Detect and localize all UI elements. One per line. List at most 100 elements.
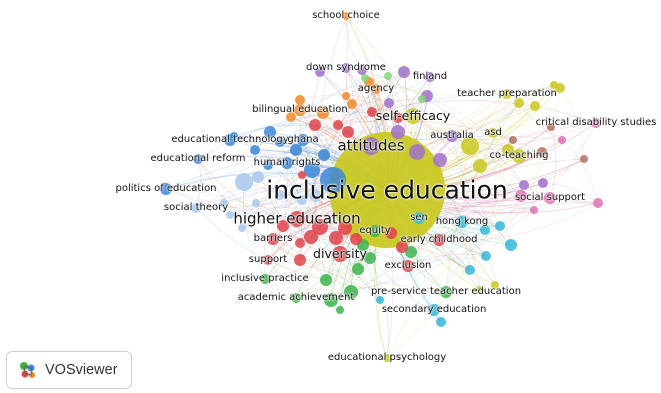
critical-disability-studies-node[interactable] <box>591 118 601 128</box>
unlabeled-term-node[interactable] <box>352 263 364 275</box>
unlabeled-term-node[interactable] <box>593 198 603 208</box>
exclusion-node[interactable] <box>402 260 414 272</box>
term-label-diversity[interactable]: diversity <box>313 245 367 261</box>
unlabeled-term-node[interactable] <box>580 155 588 163</box>
pre-service-teacher-education-node[interactable] <box>440 286 452 298</box>
human-rights-node[interactable] <box>281 157 293 169</box>
unlabeled-term-node[interactable] <box>495 221 505 231</box>
term-label-equity[interactable]: equity <box>359 225 391 236</box>
unlabeled-term-node[interactable] <box>320 274 332 286</box>
secondary-education-node[interactable] <box>428 304 440 316</box>
unlabeled-term-node[interactable] <box>342 126 354 138</box>
unlabeled-term-node[interactable] <box>558 136 566 144</box>
unlabeled-term-node[interactable] <box>396 241 408 253</box>
unlabeled-term-node[interactable] <box>238 224 246 232</box>
unlabeled-term-node[interactable] <box>502 144 514 156</box>
unlabeled-term-node[interactable] <box>347 99 357 109</box>
unlabeled-term-node[interactable] <box>491 281 499 289</box>
asd-node[interactable] <box>488 128 498 138</box>
unlabeled-term-node[interactable] <box>405 246 417 258</box>
unlabeled-term-node[interactable] <box>505 239 517 251</box>
early-childhood-node[interactable] <box>433 234 445 246</box>
unlabeled-term-node[interactable] <box>418 95 426 103</box>
support-node[interactable] <box>263 255 273 265</box>
unlabeled-term-node[interactable] <box>286 112 296 122</box>
term-label-educational-psychology[interactable]: educational psychology <box>327 352 447 363</box>
unlabeled-term-node[interactable] <box>250 145 260 155</box>
unlabeled-term-node[interactable] <box>263 160 273 170</box>
ghana-node[interactable] <box>297 134 309 146</box>
higher-education-node[interactable] <box>289 211 305 227</box>
unlabeled-term-node[interactable] <box>476 286 484 294</box>
term-label-social-theory[interactable]: social theory <box>163 202 229 213</box>
politics-of-education-node[interactable] <box>160 183 172 195</box>
unlabeled-term-node[interactable] <box>264 126 276 138</box>
term-label-agency[interactable]: agency <box>357 83 395 94</box>
unlabeled-term-node[interactable] <box>338 221 352 235</box>
unlabeled-term-node[interactable] <box>344 285 358 299</box>
unlabeled-term-node[interactable] <box>275 190 285 200</box>
unlabeled-term-node[interactable] <box>309 119 321 131</box>
unlabeled-term-node[interactable] <box>515 190 527 202</box>
term-label-educational-technology[interactable]: educational technology <box>171 134 289 145</box>
term-label-teacher-preparation[interactable]: teacher preparation <box>457 88 557 99</box>
australia-node[interactable] <box>446 130 458 142</box>
term-label-australia[interactable]: australia <box>430 130 474 141</box>
term-label-ghana[interactable]: ghana <box>287 134 319 145</box>
unlabeled-term-node[interactable] <box>226 211 234 219</box>
unlabeled-term-node[interactable] <box>317 107 329 119</box>
unlabeled-term-node[interactable] <box>252 199 260 207</box>
unlabeled-term-node[interactable] <box>329 231 343 245</box>
unlabeled-term-node[interactable] <box>481 251 491 261</box>
term-label-social-support[interactable]: social support <box>514 192 586 203</box>
term-label-critical-disability-studies[interactable]: critical disability studies <box>535 117 657 128</box>
unlabeled-term-node[interactable] <box>235 173 253 191</box>
unlabeled-term-node[interactable] <box>514 98 524 108</box>
unlabeled-term-node[interactable] <box>384 72 392 80</box>
unlabeled-term-node[interactable] <box>275 137 285 147</box>
unlabeled-term-node[interactable] <box>290 144 302 156</box>
unlabeled-term-node[interactable] <box>324 293 338 307</box>
unlabeled-term-node[interactable] <box>391 125 405 139</box>
unlabeled-term-node[interactable] <box>310 190 322 202</box>
unlabeled-term-node[interactable] <box>436 317 446 327</box>
term-label-co-teaching[interactable]: co-teaching <box>489 150 549 161</box>
barriers-node[interactable] <box>267 233 279 245</box>
academic-achievement-node[interactable] <box>291 293 301 303</box>
term-label-higher-education[interactable]: higher education <box>233 209 361 228</box>
teacher-preparation-node[interactable] <box>502 89 512 99</box>
unlabeled-term-node[interactable] <box>295 95 305 105</box>
term-label-support[interactable]: support <box>248 254 288 265</box>
unlabeled-term-node[interactable] <box>350 233 362 245</box>
unlabeled-term-node[interactable] <box>318 149 330 161</box>
term-label-attitudes[interactable]: attitudes <box>337 136 405 155</box>
bilingual-education-node[interactable] <box>294 104 306 116</box>
unlabeled-term-node[interactable] <box>530 101 540 111</box>
term-label-early-childhood[interactable]: early childhood <box>400 234 478 245</box>
unlabeled-term-node[interactable] <box>473 159 487 173</box>
term-label-educational-reform[interactable]: educational reform <box>150 153 246 164</box>
unlabeled-term-node[interactable] <box>433 153 447 167</box>
down-syndrome-node[interactable] <box>341 63 351 73</box>
unlabeled-term-node[interactable] <box>519 180 529 190</box>
term-label-sen[interactable]: sen <box>410 212 428 223</box>
unlabeled-term-node[interactable] <box>315 67 325 77</box>
unlabeled-term-node[interactable] <box>357 65 367 75</box>
agency-node[interactable] <box>371 84 381 94</box>
unlabeled-term-node[interactable] <box>509 136 517 144</box>
term-label-pre-service-teacher-education[interactable]: pre-service teacher education <box>370 286 522 297</box>
unlabeled-term-node[interactable] <box>530 206 538 214</box>
term-label-finland[interactable]: finland <box>412 71 448 82</box>
unlabeled-term-node[interactable] <box>364 252 376 264</box>
unlabeled-term-node[interactable] <box>298 171 306 179</box>
unlabeled-term-node[interactable] <box>465 265 475 275</box>
unlabeled-term-node[interactable] <box>550 81 558 89</box>
term-label-exclusion[interactable]: exclusion <box>384 260 432 271</box>
vosviewer-logo[interactable]: VOSviewer <box>6 351 132 389</box>
equity-node[interactable] <box>369 225 381 237</box>
unlabeled-term-node[interactable] <box>304 230 318 244</box>
unlabeled-term-node[interactable] <box>312 219 328 235</box>
self-efficacy-node[interactable] <box>405 108 421 124</box>
finland-node[interactable] <box>425 72 435 82</box>
inclusive-practice-node[interactable] <box>260 274 270 284</box>
